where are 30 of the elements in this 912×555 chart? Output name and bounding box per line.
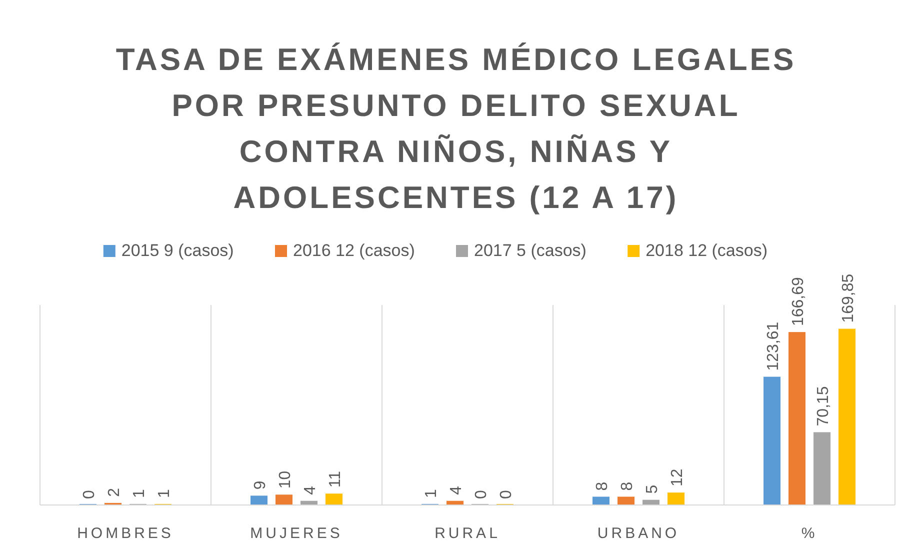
chart-title: TASA DE EXÁMENES MÉDICO LEGALES POR PRESUNTO DELITO SEXUAL CONTRA NIÑOS, NIÑAS Y ADOLESCENTES (12 A 17) [116,42,796,215]
data-label: 1 [423,488,440,498]
data-label: 70,15 [815,386,832,426]
legend-label: 2015 9 (casos) [121,241,234,260]
data-label: 0 [473,490,490,499]
data-label: 0 [498,490,515,499]
data-label: 4 [302,486,319,495]
data-label: 166,69 [790,277,807,326]
data-label: 8 [619,482,636,491]
legend-label: 2018 12 (casos) [646,241,768,260]
data-label: 8 [594,482,611,491]
data-label: 10 [277,470,294,489]
data-label: 11 [327,470,344,488]
x-tick-label: URBANO [597,525,680,542]
data-label: 123,61 [765,322,782,371]
x-tick-label: % [801,525,818,542]
data-label: 1 [131,488,148,498]
data-label: 2 [106,488,123,497]
data-label: 169,85 [840,274,857,323]
data-label: 5 [644,484,661,494]
data-label: 9 [252,480,269,490]
legend-label: 2017 5 (casos) [474,241,586,260]
legend-label: 2016 12 (casos) [293,241,415,260]
x-tick-label: HOMBRES [77,525,174,542]
x-tick-label: RURAL [434,525,500,542]
x-tick-label: MUJERES [250,525,343,542]
data-label: 0 [81,490,98,499]
data-label: 1 [156,488,173,498]
data-label: 12 [669,468,686,487]
data-label: 4 [448,486,465,495]
